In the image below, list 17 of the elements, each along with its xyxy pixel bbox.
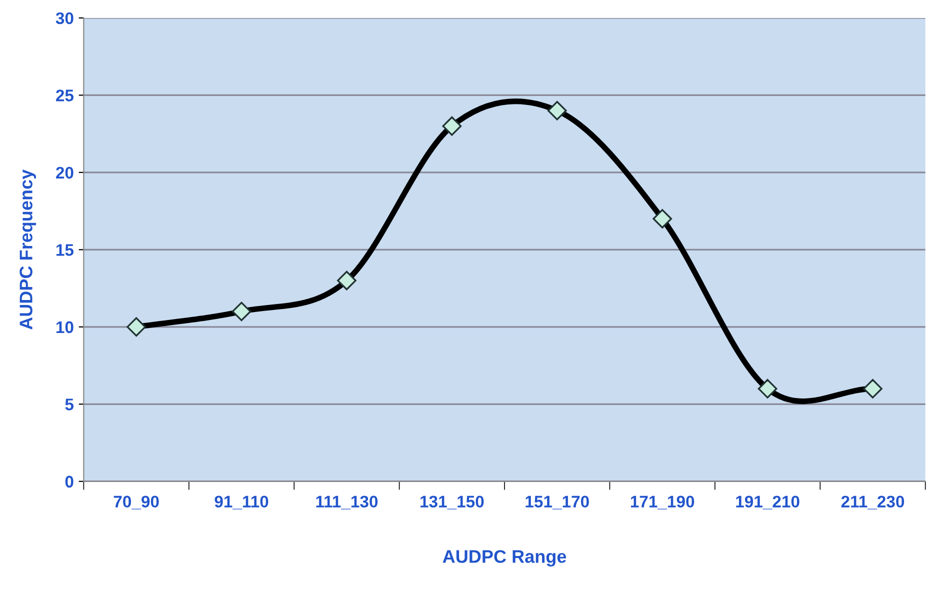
y-tick-label: 15: [56, 244, 74, 256]
y-tick-label: 20: [56, 166, 74, 179]
y-tick-label: 0: [65, 476, 74, 488]
x-tick-label: 151_170: [526, 496, 589, 510]
x-axis-title: AUDPC Range: [442, 550, 566, 567]
y-tick-label: 30: [56, 12, 74, 24]
y-tick-label: 5: [65, 398, 74, 410]
y-axis-title: AUDPC Frequency: [20, 169, 36, 330]
x-tick-label: 111_130: [316, 496, 378, 510]
x-tick-label: 70_90: [114, 496, 159, 510]
x-tick-label: 211_230: [841, 496, 904, 510]
x-tick-label: 191_210: [736, 496, 800, 510]
x-tick-label: 91_110: [214, 496, 268, 510]
y-tick-label: 25: [56, 90, 74, 102]
x-tick-label: 171_190: [630, 496, 694, 510]
x-tick-label: 131_150: [420, 496, 484, 510]
y-tick-label: 10: [56, 321, 74, 334]
